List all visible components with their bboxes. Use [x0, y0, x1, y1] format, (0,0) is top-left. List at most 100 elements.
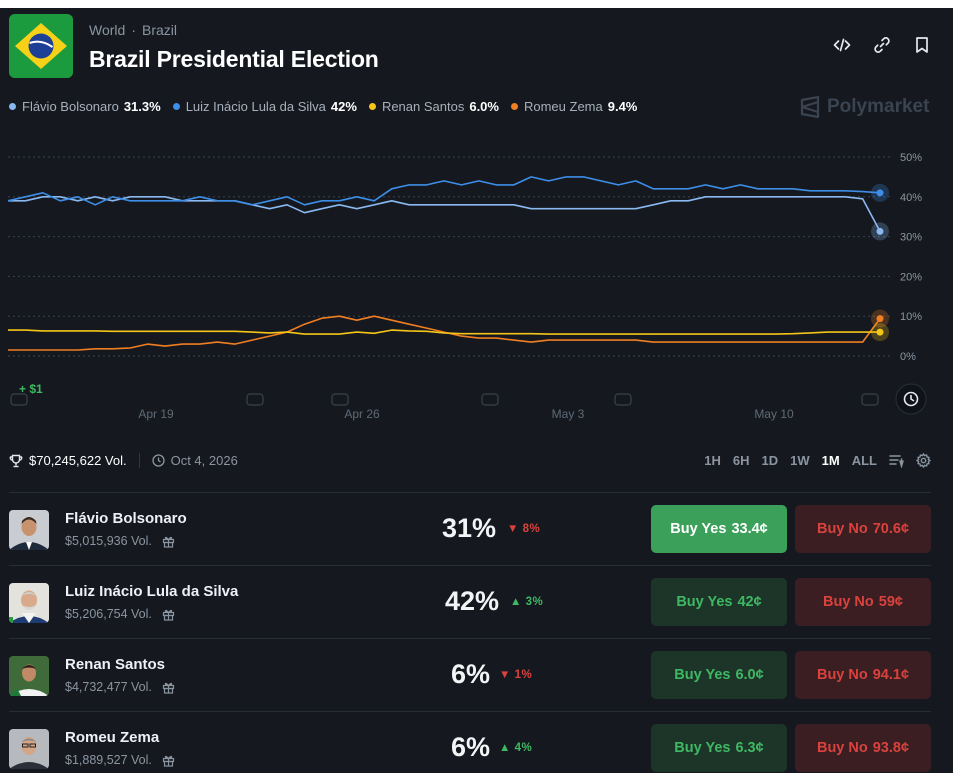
range-6h[interactable]: 6H — [732, 453, 750, 468]
legend-pct: 6.0% — [469, 99, 499, 114]
top-edge — [0, 0, 953, 8]
probability-change-value: 1% — [514, 669, 533, 681]
polymarket-logo: Polymarket — [800, 96, 929, 118]
legend-pct: 42% — [330, 99, 357, 114]
gift-icon[interactable] — [162, 535, 175, 548]
buy-yes-price: 6.3¢ — [735, 740, 764, 756]
buy-yes-price: 42¢ — [737, 594, 762, 610]
outcome-probability: 6% — [450, 732, 490, 762]
x-tick-label: May 10 — [754, 407, 794, 421]
legend-item: Luiz Inácio Lula da Silva 42% — [172, 99, 357, 114]
y-tick-label: 20% — [900, 271, 922, 283]
legend-item: Romeu Zema 9.4% — [510, 99, 638, 114]
y-tick-label: 10% — [900, 311, 922, 323]
buy-no-button[interactable]: Buy No 59¢ — [795, 578, 931, 626]
legend-item: Flávio Bolsonaro 31.3% — [9, 99, 161, 114]
outcome-volume-text: $5,015,936 Vol. — [65, 534, 152, 548]
buy-no-button[interactable]: Buy No 70.6¢ — [795, 505, 931, 553]
buy-yes-button[interactable]: Buy Yes 6.0¢ — [651, 651, 787, 699]
x-tick-label: Apr 19 — [138, 407, 174, 421]
range-1m[interactable]: 1M — [821, 453, 840, 468]
embed-code-icon[interactable] — [833, 36, 851, 54]
trophy-icon — [9, 454, 23, 467]
legend-name: Renan Santos — [381, 99, 465, 114]
buy-no-button[interactable]: Buy No 93.8¢ — [795, 724, 931, 772]
timeline-marker — [331, 393, 349, 406]
outcome-row[interactable]: Renan Santos $4,732,477 Vol. 6% ▼ 1% Buy… — [9, 638, 931, 711]
total-volume: $70,245,622 Vol. — [29, 453, 127, 468]
outcome-name[interactable]: Renan Santos — [65, 656, 166, 673]
range-all[interactable]: ALL — [851, 453, 877, 468]
legend-name: Romeu Zema — [523, 99, 603, 114]
buy-no-button[interactable]: Buy No 94.1¢ — [795, 651, 931, 699]
x-tick-label: May 3 — [552, 407, 585, 421]
series-line — [7, 176, 881, 206]
range-1w[interactable]: 1W — [790, 453, 810, 468]
breadcrumb-world[interactable]: World — [89, 22, 126, 38]
outcome-row[interactable]: Luiz Inácio Lula da Silva $5,206,754 Vol… — [9, 565, 931, 638]
chart-legend: Flávio Bolsonaro 31.3% Luiz Inácio Lula d… — [9, 99, 649, 114]
timeline-marker — [861, 393, 879, 406]
range-1h[interactable]: 1H — [704, 453, 721, 468]
outcomes-table: Flávio Bolsonaro $5,015,936 Vol. 31% ▼ 8… — [9, 492, 931, 773]
gift-icon[interactable] — [162, 608, 175, 621]
buy-no-label: Buy No — [816, 521, 868, 537]
probability-change-value: 4% — [514, 742, 533, 754]
range-1d[interactable]: 1D — [761, 453, 779, 468]
price-history-chart[interactable]: 50% 40% 30% 20% 10% 0% Apr 19 Apr 26 May 3 May 10… — [0, 140, 953, 430]
gift-icon[interactable] — [162, 681, 175, 694]
timeline-marker — [246, 393, 264, 406]
market-header: World · Brazil Brazil Presidential Electio… — [9, 14, 945, 78]
outcome-volume: $5,015,936 Vol. — [65, 534, 175, 548]
buy-yes-button[interactable]: Buy Yes 6.3¢ — [651, 724, 787, 772]
x-tick-label: Apr 26 — [344, 407, 380, 421]
series-end-point — [876, 189, 884, 197]
y-tick-label: 40% — [900, 192, 922, 204]
buy-no-label: Buy No — [823, 594, 874, 610]
brand-name: Polymarket — [827, 96, 930, 117]
outcome-name[interactable]: Flávio Bolsonaro — [65, 510, 187, 527]
outcome-probability: 31% — [441, 513, 496, 543]
buy-yes-button[interactable]: Buy Yes 33.4¢ — [651, 505, 787, 553]
gift-icon[interactable] — [162, 754, 175, 767]
buy-yes-label: Buy Yes — [674, 740, 731, 756]
clock-icon — [151, 454, 165, 467]
outcome-probability: 42% — [444, 586, 499, 616]
avatar — [9, 729, 49, 769]
outcome-name[interactable]: Luiz Inácio Lula da Silva — [65, 583, 239, 600]
avatar — [9, 510, 49, 550]
time-range-selector: 1H 6H 1D 1W 1M ALL — [704, 453, 931, 468]
legend-name: Flávio Bolsonaro — [22, 99, 119, 114]
legend-item: Renan Santos 6.0% — [368, 99, 499, 114]
buy-no-label: Buy No — [816, 667, 868, 683]
series-end-point — [876, 227, 884, 235]
buy-yes-label: Buy Yes — [674, 667, 731, 683]
breadcrumb: World · Brazil — [89, 22, 177, 38]
settings-gear-icon[interactable] — [916, 453, 931, 468]
buy-yes-price: 33.4¢ — [731, 521, 768, 537]
y-tick-label: 30% — [900, 232, 922, 244]
y-tick-label: 0% — [900, 351, 916, 363]
market-stats: $70,245,622 Vol. Oct 4, 2026 — [9, 453, 238, 468]
breadcrumb-brazil[interactable]: Brazil — [141, 22, 177, 38]
legend-pct: 9.4% — [607, 99, 638, 114]
bookmark-icon[interactable] — [913, 36, 931, 54]
buy-yes-label: Buy Yes — [670, 521, 727, 537]
y-tick-label: 50% — [900, 152, 922, 164]
probability-change-value: 8% — [522, 523, 541, 535]
buy-yes-button[interactable]: Buy Yes 42¢ — [651, 578, 787, 626]
probability-change: ▲ 3% — [510, 596, 544, 608]
legend-dot — [9, 103, 16, 110]
polymarket-logo-icon — [800, 96, 820, 118]
buy-no-price: 94.1¢ — [872, 667, 910, 683]
outcome-name[interactable]: Romeu Zema — [65, 729, 160, 746]
link-icon[interactable] — [873, 36, 891, 54]
outcome-row[interactable]: Flávio Bolsonaro $5,015,936 Vol. 31% ▼ 8… — [9, 492, 931, 565]
probability-change: ▲ 4% — [499, 742, 533, 754]
outcome-volume-text: $5,206,754 Vol. — [65, 607, 152, 621]
sort-filter-icon[interactable] — [889, 454, 904, 468]
outcome-volume: $5,206,754 Vol. — [65, 607, 175, 621]
outcome-volume: $1,889,527 Vol. — [65, 753, 175, 767]
series-end-point — [876, 328, 884, 336]
outcome-row[interactable]: Romeu Zema $1,889,527 Vol. 6% ▲ 4% Buy Y… — [9, 711, 931, 773]
